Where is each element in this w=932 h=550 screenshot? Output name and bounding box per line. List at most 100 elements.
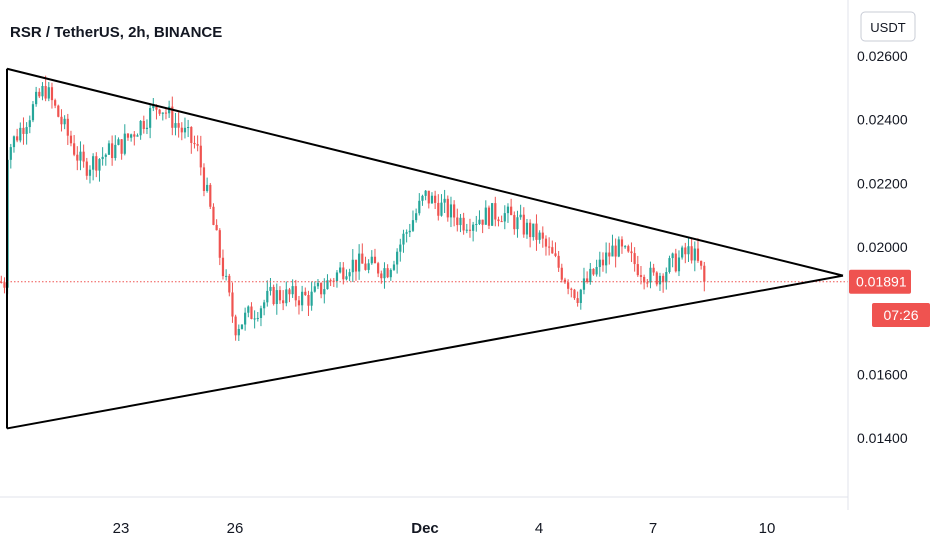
candle-up [145,127,149,130]
candle-down [434,195,437,203]
candle-up [624,246,627,248]
candle-down [630,251,633,254]
candle-down [373,256,377,264]
candle-up [459,217,462,226]
candle-up [98,159,101,171]
candle-down [573,289,576,299]
price-tick-label: 0.02200 [857,175,908,191]
candle-down [446,198,449,218]
triangle-trendline [6,274,844,430]
candle-down [377,263,380,274]
time-axis[interactable]: 23 26 Dec 4 7 10 [113,520,776,537]
candle-up [104,154,107,157]
candle-up [402,233,405,245]
candle-up [168,106,171,114]
candle-up [123,133,126,154]
candle-up [491,203,494,226]
candle-down [646,282,649,284]
candle-down [513,215,516,230]
candle-up [399,244,402,252]
candle-down [44,85,47,99]
candle-up [589,268,592,282]
candle-down [427,190,430,204]
candle-up [187,127,190,129]
candle-down [76,154,79,161]
candle-down [481,219,484,225]
candle-up [345,276,348,280]
candle-down [364,263,367,270]
candle-up [152,105,155,109]
candle-up [370,256,373,264]
currency-button[interactable]: USDT [860,11,916,42]
candle-up [136,135,139,137]
triangle-pattern[interactable] [6,67,844,430]
candle-down [320,282,323,295]
candle-down [608,252,611,257]
candle-up [519,214,522,218]
candle-up [598,259,601,268]
candle-down [586,278,589,282]
candle-up [389,269,392,278]
candle-up [117,139,120,145]
candle-down [494,203,497,220]
current-price-tag: 0.01891 07:26 [849,269,930,327]
candle-down [500,221,503,223]
candle-down [563,279,567,283]
candle-down [304,291,307,296]
candle-up [472,224,475,231]
candle-up [291,286,294,295]
candle-up [326,280,329,290]
countdown-badge [872,303,930,327]
price-tick-label: 0.01400 [857,430,908,446]
candle-up [41,85,44,97]
candle-down [522,214,525,235]
candle-down [643,276,646,283]
candle-up [677,257,681,272]
candle-up [206,184,209,191]
price-axis[interactable]: 0.02600 0.02400 0.02200 0.02000 0.01600 0.014… [857,48,908,446]
candle-down [215,224,218,231]
candle-up [418,200,421,214]
currency-button-frame[interactable] [860,11,916,42]
candle-up [351,259,354,273]
candle-down [684,247,687,255]
candle-up [114,144,117,159]
candle-up [525,222,529,235]
candle-down [655,272,658,285]
candle-down [196,144,199,146]
candle-up [440,202,443,216]
candle-up [301,291,304,306]
candle-down [497,219,500,222]
candle-down [278,290,282,301]
candle-up [310,291,313,306]
candle-up [240,324,244,329]
currency-label: USDT [870,20,905,35]
candle-down [294,286,297,301]
candle-down [567,282,570,289]
candle-down [541,232,544,239]
candle-down [164,112,168,114]
candle-up [405,232,408,234]
chart-title: RSR / TetherUS, 2h, BINANCE [10,24,222,41]
candle-down [307,295,310,306]
candle-up [149,108,152,128]
candle-up [79,151,82,161]
current-price-badge [849,269,911,294]
candle-up [465,229,468,231]
candle-down [696,248,700,261]
candle-down [221,257,225,277]
candle-down [560,267,563,280]
candle-up [92,156,95,170]
time-tick-label: 26 [227,520,244,537]
candle-up [367,263,370,270]
candle-down [700,260,703,266]
candle-down [535,223,538,240]
current-price-value: 0.01891 [856,274,907,290]
candle-up [668,258,671,273]
candle-down [60,116,63,125]
candle-up [183,127,187,133]
candle-down [158,109,161,114]
candle-up [421,195,424,201]
